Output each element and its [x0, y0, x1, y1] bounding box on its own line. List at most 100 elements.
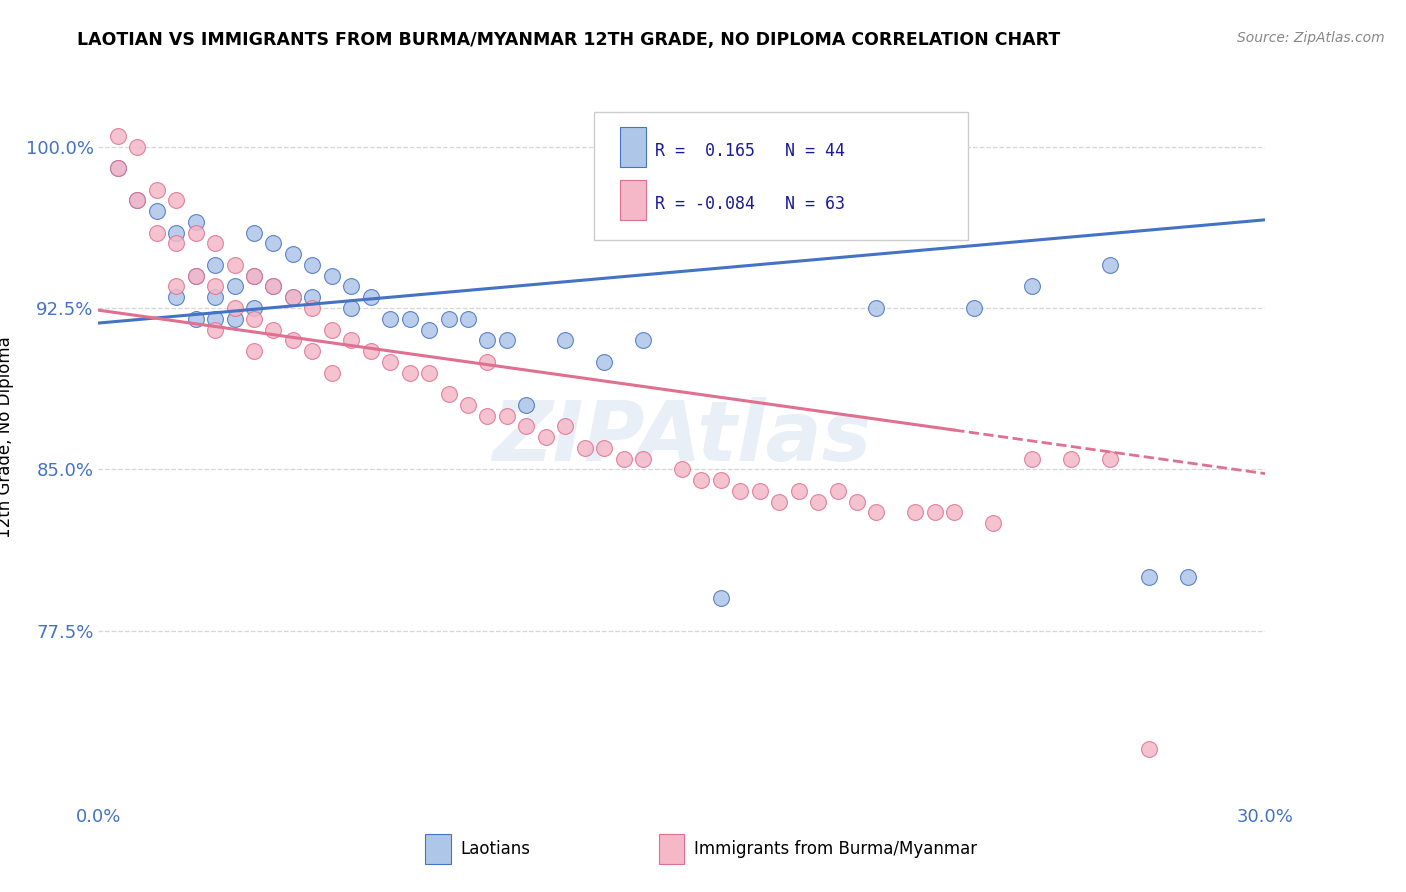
Point	[165, 194, 187, 208]
Point	[127, 139, 149, 153]
Point	[457, 311, 479, 326]
Point	[515, 398, 537, 412]
Point	[301, 290, 323, 304]
Point	[281, 247, 304, 261]
Text: R =  0.165   N = 44: R = 0.165 N = 44	[655, 142, 845, 160]
Point	[710, 591, 733, 606]
Point	[184, 311, 207, 326]
Point	[224, 311, 246, 326]
Point	[127, 194, 149, 208]
Point	[574, 441, 596, 455]
Point	[477, 409, 499, 423]
Point	[631, 451, 654, 466]
Point	[710, 473, 733, 487]
Point	[224, 279, 246, 293]
Point	[146, 183, 169, 197]
Point	[224, 258, 246, 272]
Point	[204, 279, 226, 293]
Point	[243, 268, 266, 283]
Point	[262, 322, 284, 336]
Point	[184, 215, 207, 229]
Point	[184, 268, 207, 283]
Point	[1137, 742, 1160, 756]
Point	[730, 483, 752, 498]
Point	[243, 226, 266, 240]
Point	[437, 387, 460, 401]
Point	[165, 236, 187, 251]
Point	[204, 236, 226, 251]
Point	[243, 268, 266, 283]
Point	[281, 290, 304, 304]
Point	[554, 419, 576, 434]
Point	[631, 333, 654, 347]
Point	[515, 419, 537, 434]
Point	[827, 483, 849, 498]
Point	[165, 226, 187, 240]
Point	[534, 430, 557, 444]
Point	[457, 398, 479, 412]
Point	[360, 344, 382, 359]
Point	[1098, 258, 1121, 272]
Point	[477, 333, 499, 347]
Point	[243, 344, 266, 359]
Point	[340, 301, 363, 315]
Text: R = -0.084   N = 63: R = -0.084 N = 63	[655, 195, 845, 213]
Point	[281, 290, 304, 304]
Point	[943, 505, 966, 519]
Point	[748, 483, 770, 498]
Point	[437, 311, 460, 326]
Point	[768, 494, 790, 508]
Point	[340, 279, 363, 293]
Point	[107, 161, 129, 176]
Point	[321, 268, 343, 283]
Bar	[620, 127, 645, 167]
Point	[962, 301, 984, 315]
Point	[787, 483, 810, 498]
Point	[262, 236, 284, 251]
Point	[127, 194, 149, 208]
Point	[321, 322, 343, 336]
Point	[340, 333, 363, 347]
Point	[1060, 451, 1083, 466]
Point	[301, 344, 323, 359]
Point	[204, 322, 226, 336]
Point	[165, 290, 187, 304]
Point	[477, 355, 499, 369]
Point	[146, 226, 169, 240]
Point	[613, 451, 636, 466]
Bar	[425, 834, 451, 863]
Point	[807, 494, 830, 508]
Point	[224, 301, 246, 315]
Point	[301, 258, 323, 272]
Point	[1177, 570, 1199, 584]
Point	[184, 268, 207, 283]
Text: LAOTIAN VS IMMIGRANTS FROM BURMA/MYANMAR 12TH GRADE, NO DIPLOMA CORRELATION CHAR: LAOTIAN VS IMMIGRANTS FROM BURMA/MYANMAR…	[77, 31, 1060, 49]
Point	[243, 311, 266, 326]
Point	[262, 279, 284, 293]
Point	[593, 355, 616, 369]
Point	[321, 366, 343, 380]
Point	[165, 279, 187, 293]
Text: ZIPAtlas: ZIPAtlas	[492, 397, 872, 477]
Point	[380, 355, 402, 369]
Point	[1021, 279, 1043, 293]
Bar	[658, 834, 685, 863]
Text: Laotians: Laotians	[460, 840, 530, 858]
Point	[865, 505, 887, 519]
Point	[398, 366, 420, 380]
FancyBboxPatch shape	[595, 112, 967, 240]
Text: Immigrants from Burma/Myanmar: Immigrants from Burma/Myanmar	[693, 840, 977, 858]
Point	[1021, 451, 1043, 466]
Point	[690, 473, 713, 487]
Point	[398, 311, 420, 326]
Point	[865, 301, 887, 315]
Point	[1137, 570, 1160, 584]
Point	[184, 226, 207, 240]
Text: Source: ZipAtlas.com: Source: ZipAtlas.com	[1237, 31, 1385, 45]
Point	[846, 494, 869, 508]
Y-axis label: 12th Grade, No Diploma: 12th Grade, No Diploma	[0, 336, 14, 538]
Point	[107, 161, 129, 176]
Point	[281, 333, 304, 347]
Point	[107, 128, 129, 143]
Point	[243, 301, 266, 315]
